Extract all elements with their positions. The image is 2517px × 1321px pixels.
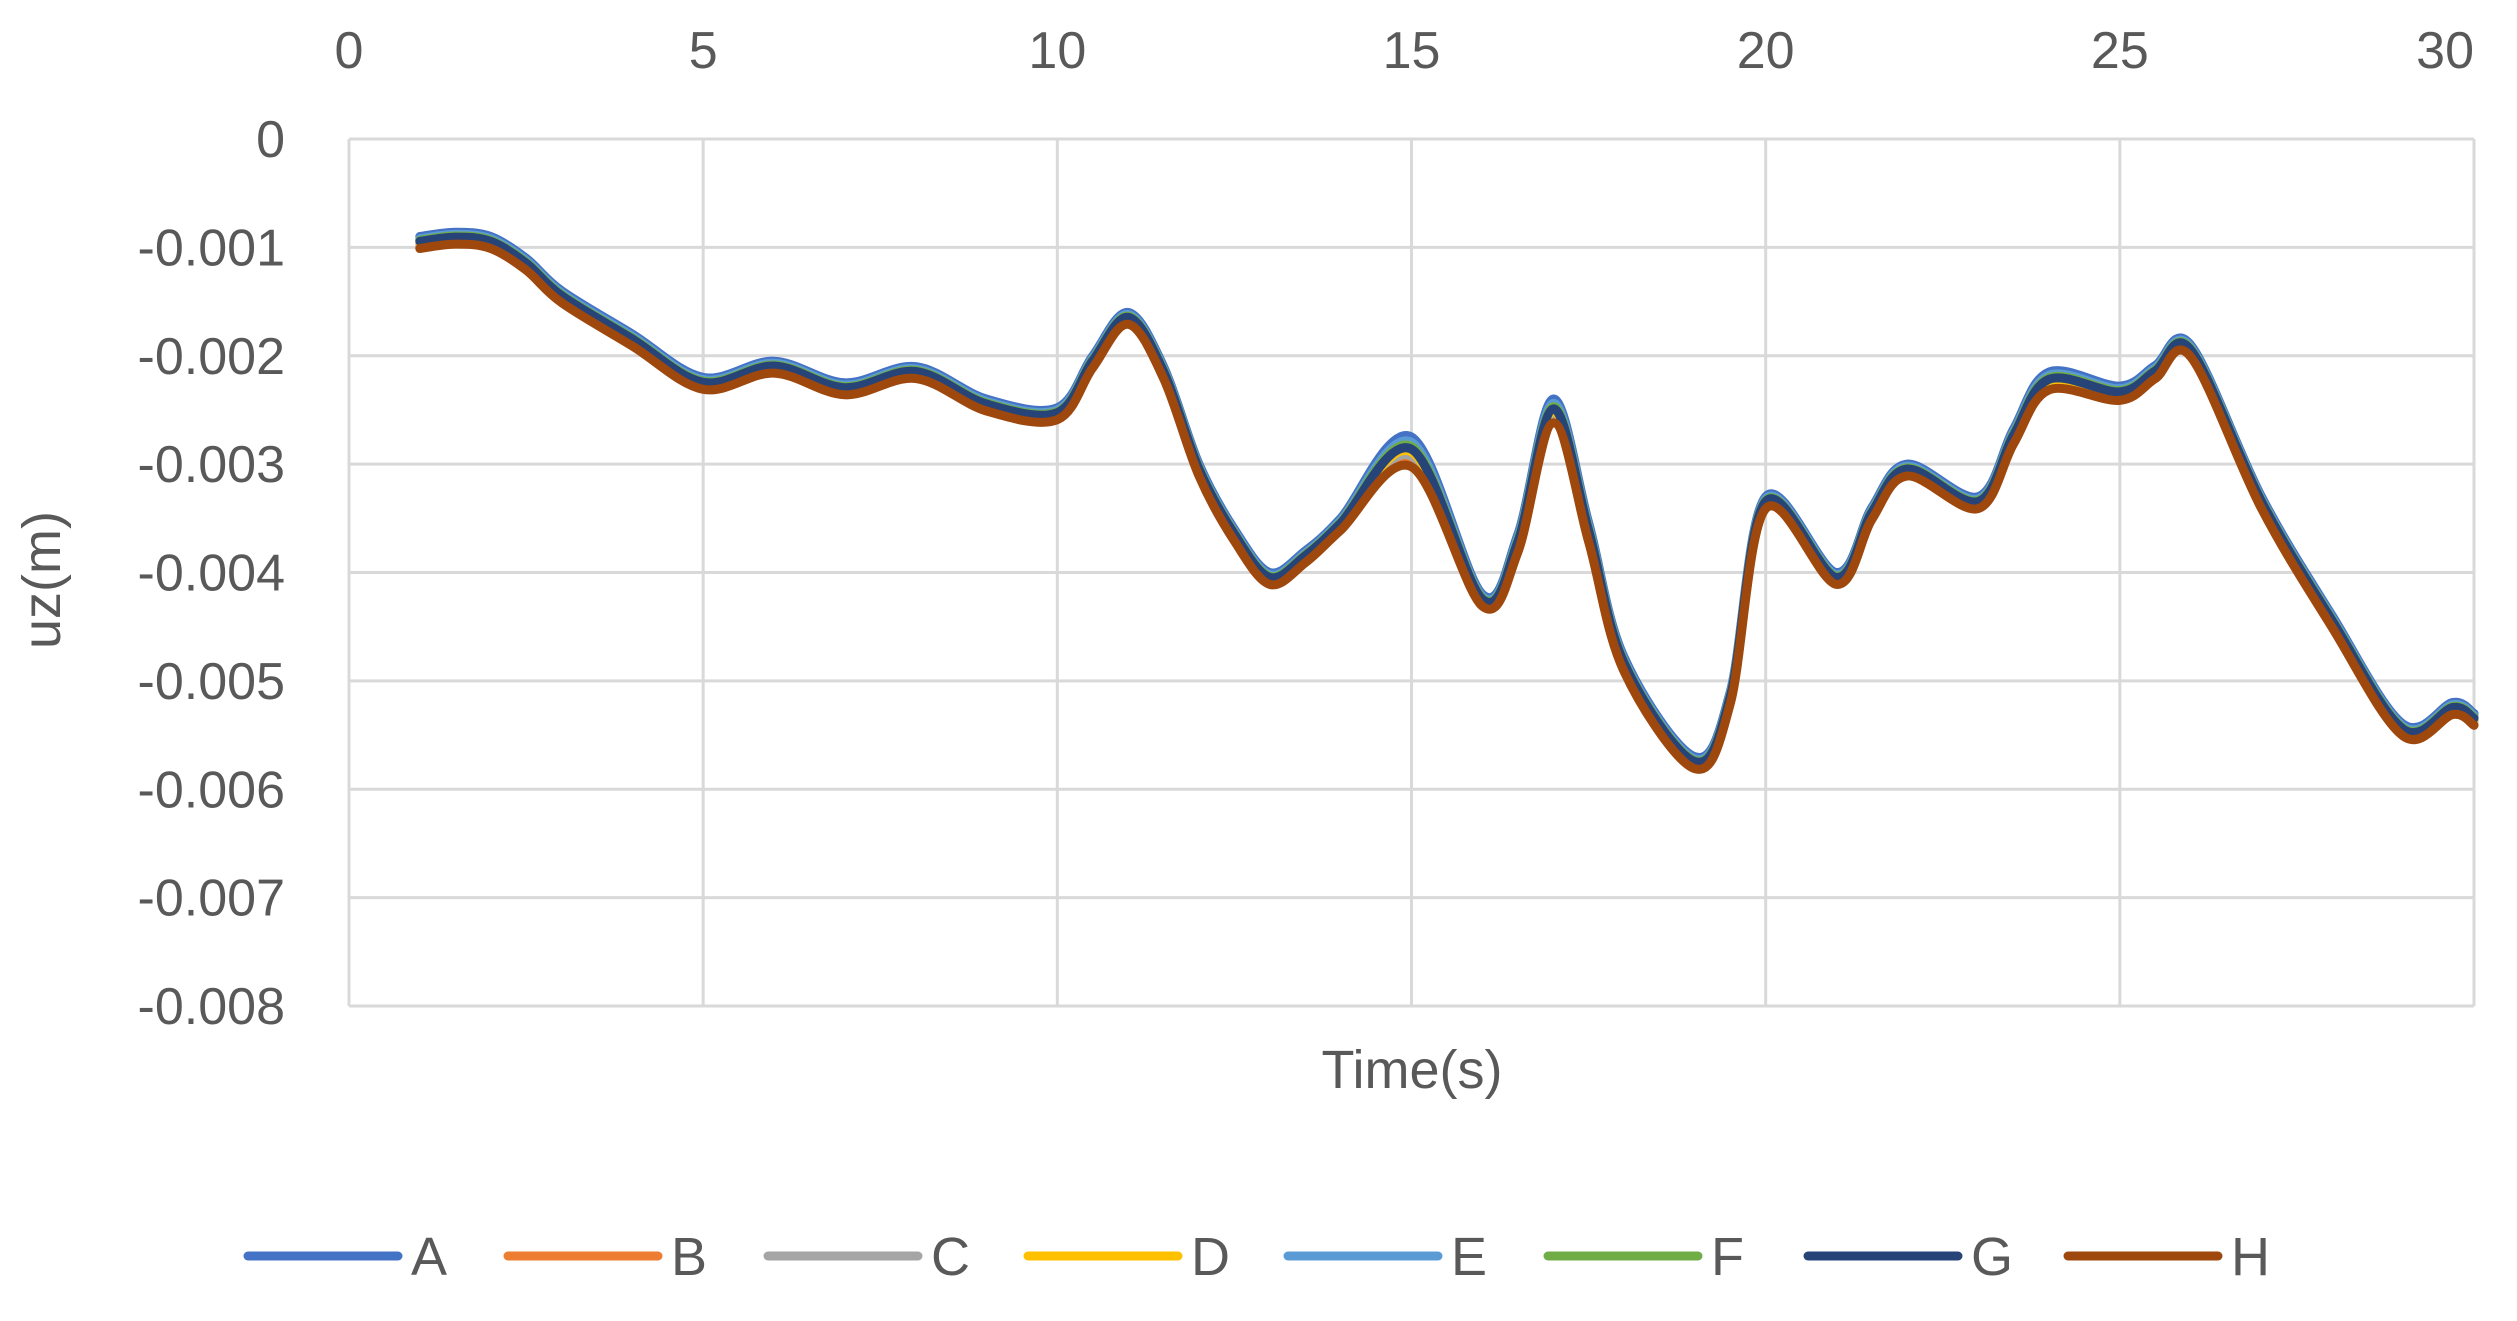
x-tick-label: 30: [2416, 22, 2474, 80]
x-tick-label: 25: [2091, 22, 2149, 80]
x-axis-ticks: 0 5 10 15 20 25 30: [335, 22, 2474, 80]
y-tick-label: -0.006: [138, 761, 285, 819]
y-tick-label: -0.003: [138, 436, 285, 494]
y-axis-title: uz(m): [12, 511, 72, 649]
legend-label-B: B: [671, 1227, 707, 1287]
y-tick-label: -0.008: [138, 978, 285, 1036]
y-tick-label: -0.002: [138, 328, 285, 386]
y-tick-label: -0.001: [138, 219, 285, 277]
legend-label-G: G: [1971, 1227, 2013, 1287]
series-line-H: [415, 239, 2479, 774]
legend-label-H: H: [2231, 1227, 2270, 1287]
legend-label-D: D: [1191, 1227, 1230, 1287]
gridlines: [347, 137, 2476, 1008]
x-tick-label: 0: [335, 22, 364, 80]
legend-label-C: C: [931, 1227, 970, 1287]
legend-label-E: E: [1451, 1227, 1487, 1287]
series-line-A: [415, 227, 2479, 762]
x-tick-label: 20: [1737, 22, 1795, 80]
legend-label-A: A: [411, 1227, 447, 1287]
series-lines: [415, 227, 2479, 774]
y-tick-label: -0.005: [138, 653, 285, 711]
y-tick-label: 0: [256, 111, 285, 169]
y-tick-label: -0.004: [138, 545, 285, 603]
y-axis-ticks: 0 -0.001 -0.002 -0.003 -0.004 -0.005 -0.006 -0.…: [138, 111, 285, 1036]
x-tick-label: 10: [1028, 22, 1086, 80]
legend: A B C D E F G H: [243, 1227, 2270, 1287]
y-tick-label: -0.007: [138, 870, 285, 928]
x-tick-label: 5: [689, 22, 718, 80]
x-tick-label: 15: [1383, 22, 1441, 80]
legend-label-F: F: [1711, 1227, 1744, 1287]
x-axis-title: Time(s): [1322, 1040, 1503, 1100]
